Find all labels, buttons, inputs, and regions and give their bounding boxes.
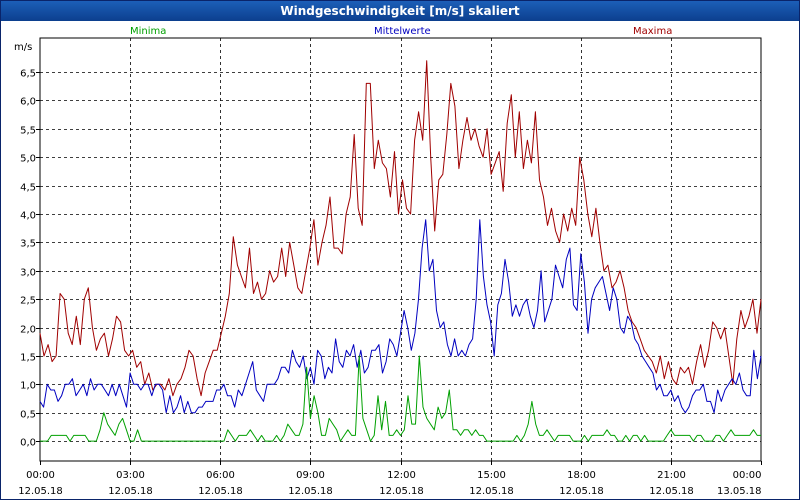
x-tick-time-label: 06:00 <box>206 470 235 481</box>
y-tick-label: 4,0 <box>20 211 36 222</box>
x-tick-date-label: 12.05.18 <box>288 486 333 497</box>
series-line-mittelwerte <box>39 219 762 414</box>
x-tick-time-label: 15:00 <box>477 470 506 481</box>
legend-minima: Minima <box>130 26 166 37</box>
x-tick-time-label: 00:00 <box>733 470 762 481</box>
y-tick-label: 2,5 <box>20 296 36 307</box>
series-group <box>39 60 762 442</box>
y-tick-label: 1,0 <box>20 381 36 392</box>
x-tick-date-label: 12.05.18 <box>559 486 604 497</box>
x-tick-time-label: 03:00 <box>116 470 145 481</box>
x-tick-date-label: 12.05.18 <box>469 486 514 497</box>
y-tick-label: 3,5 <box>20 239 36 250</box>
grid <box>40 38 761 461</box>
x-tick-date-label: 13.05.18 <box>717 486 762 497</box>
x-tick-time-label: 21:00 <box>657 470 686 481</box>
y-tick-label: 5,0 <box>20 154 36 165</box>
x-tick-date-label: 12.05.18 <box>18 486 63 497</box>
y-tick-label: 0,0 <box>20 438 36 449</box>
x-tick-time-label: 12:00 <box>387 470 416 481</box>
series-line-maxima <box>39 60 762 397</box>
y-tick-label: 6,0 <box>20 97 36 108</box>
x-tick-time-label: 00:00 <box>26 470 55 481</box>
y-tick-label: 6,5 <box>20 69 36 80</box>
y-axis: 0,0 0,5 1,0 1,5 2,0 2,5 3,0 3,5 4,0 4,5 5,0 5,5 6,0 6… <box>20 69 40 449</box>
plot-area <box>39 37 762 462</box>
y-tick-label: 4,5 <box>20 183 36 194</box>
x-tick-date-label: 12.05.18 <box>108 486 153 497</box>
y-tick-label: 1,5 <box>20 353 36 364</box>
x-tick-date-label: 12.05.18 <box>649 486 694 497</box>
x-tick-time-label: 09:00 <box>296 470 325 481</box>
x-tick-time-label: 18:00 <box>567 470 596 481</box>
series-line-minima <box>40 355 761 442</box>
chart-title: Windgeschwindigkeit [m/s] skaliert <box>1 1 799 21</box>
y-axis-unit-label: m/s <box>14 42 32 53</box>
legend-mittelwerte: Mittelwerte <box>374 26 431 37</box>
y-tick-label: 3,0 <box>20 268 36 279</box>
y-tick-label: 0,5 <box>20 410 36 421</box>
x-axis: 00:00 12.05.18 03:00 12.05.18 06:00 12.05.18 0… <box>18 461 762 497</box>
y-tick-label: 5,5 <box>20 126 36 137</box>
x-tick-date-label: 12.05.18 <box>198 486 243 497</box>
legend-maxima: Maxima <box>633 26 672 37</box>
y-tick-label: 2,0 <box>20 325 36 336</box>
x-tick-date-label: 12.05.18 <box>379 486 424 497</box>
